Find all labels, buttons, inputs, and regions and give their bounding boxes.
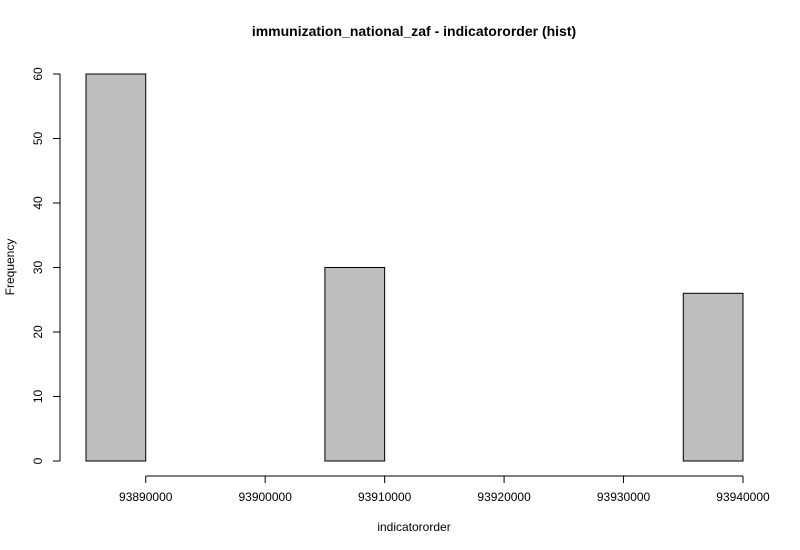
y-tick-label-6: 60	[31, 67, 45, 81]
histogram-bar-4	[324, 267, 386, 462]
chart-title: immunization_national_zaf - indicatorord…	[252, 23, 576, 39]
x-tick-label-0: 93890000	[119, 490, 173, 504]
histogram-bar-10	[682, 292, 744, 462]
y-axis-label: Frequency	[3, 239, 17, 296]
x-tick-label-5: 93940000	[716, 490, 770, 504]
y-tick-label-2: 20	[31, 325, 45, 339]
y-tick-label-5: 50	[31, 132, 45, 146]
histogram-bar-0	[85, 73, 147, 462]
y-tick-label-4: 40	[31, 196, 45, 210]
x-tick-label-4: 93930000	[597, 490, 651, 504]
x-tick-label-3: 93920000	[477, 490, 531, 504]
bars-group	[85, 73, 744, 462]
y-axis: 0 10 20 30 40 50 60	[31, 67, 61, 464]
y-tick-label-3: 30	[31, 261, 45, 275]
y-tick-label-0: 0	[31, 457, 45, 464]
x-axis-label: indicatororder	[377, 520, 450, 534]
x-tick-label-2: 93910000	[358, 490, 412, 504]
x-tick-label-1: 93900000	[238, 490, 292, 504]
x-axis: 93890000 93900000 93910000 93920000 93930000…	[119, 475, 770, 504]
y-tick-label-1: 10	[31, 390, 45, 404]
